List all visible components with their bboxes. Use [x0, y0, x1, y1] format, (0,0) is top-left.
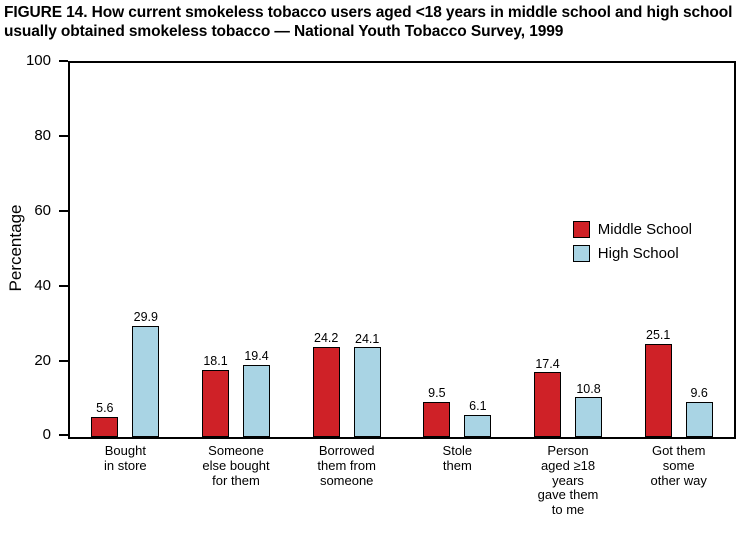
plot-wrap: 0 20 40 60 80 100 5.6 29.9 18.1 19.4 24.2 24.1 9.5 6…: [26, 52, 736, 517]
bar-high-school: [685, 401, 713, 438]
x-axis-labels: Bought in store Someone else bought for t…: [70, 444, 734, 517]
bar-value-label: 29.9: [133, 310, 158, 325]
bar-group: 5.6 29.9: [70, 63, 181, 438]
x-category-label-text: Got them some other way: [650, 443, 707, 488]
y-tick-mark: [59, 60, 68, 63]
bar-high-school: [353, 347, 381, 438]
bar-group: 17.4 10.8: [513, 63, 624, 438]
bar-column: 9.6: [685, 386, 713, 438]
bar-column: 24.2: [312, 331, 340, 438]
bar-high-school: [464, 414, 492, 438]
bar-high-school: [575, 397, 603, 438]
plot-area: 5.6 29.9 18.1 19.4 24.2 24.1 9.5 6.1 17.4 10.8 25.…: [68, 61, 736, 440]
x-category-label: Stole them: [402, 444, 513, 517]
x-category-label: Person aged ≥18 years gave them to me: [513, 444, 624, 517]
bar-value-label: 19.4: [244, 349, 269, 364]
y-axis-ticks: 0 20 40 60 80 100: [0, 52, 68, 443]
bar-middle-school: [202, 369, 229, 438]
y-tick-mark: [59, 359, 68, 362]
bar-column: 10.8: [575, 381, 603, 438]
x-category-label: Bought in store: [70, 444, 181, 517]
bar-group: 24.2 24.1: [291, 63, 402, 438]
bar-high-school: [132, 325, 160, 438]
bar-column: 17.4: [534, 356, 562, 438]
x-category-label-text: Stole them: [442, 443, 473, 473]
bar-value-label: 24.1: [355, 331, 380, 346]
y-tick-label: 100: [25, 52, 51, 70]
y-tick-mark: [59, 135, 68, 138]
bar-column: 6.1: [464, 399, 492, 438]
y-tick-label: 40: [34, 276, 51, 294]
x-category-label-text: Person aged ≥18 years gave them to me: [537, 443, 599, 517]
bar-groups: 5.6 29.9 18.1 19.4 24.2 24.1 9.5 6.1 17.4 10.8 25.…: [70, 63, 734, 438]
x-category-label: Got them some other way: [623, 444, 734, 517]
bar-value-label: 9.5: [428, 386, 446, 401]
bar-high-school: [243, 364, 270, 438]
bar-group: 18.1 19.4: [181, 63, 292, 438]
y-tick-label: 0: [42, 426, 51, 444]
legend-swatch-middle-school: [572, 221, 590, 239]
bar-column: 29.9: [132, 310, 160, 438]
legend-item: Middle School: [572, 221, 692, 239]
legend-label: Middle School: [597, 221, 692, 239]
bar-value-label: 10.8: [576, 381, 601, 396]
bar-value-label: 24.2: [314, 331, 339, 346]
y-tick-label: 20: [34, 351, 51, 369]
bar-column: 9.5: [423, 386, 451, 438]
x-category-label-text: Borrowed them from someone: [317, 443, 376, 488]
bar-column: 19.4: [243, 349, 270, 438]
bar-value-label: 17.4: [535, 356, 560, 371]
bar-value-label: 25.1: [646, 328, 671, 343]
bar-column: 25.1: [644, 328, 672, 438]
bar-group: 9.5 6.1: [402, 63, 513, 438]
bar-value-label: 5.6: [96, 401, 114, 415]
bar-middle-school: [644, 343, 672, 438]
y-tick-label: 80: [34, 127, 51, 145]
y-tick-mark: [59, 434, 68, 437]
x-category-label: Borrowed them from someone: [291, 444, 402, 517]
bar-value-label: 18.1: [203, 354, 228, 369]
bar-column: 5.6: [91, 401, 119, 438]
bar-group: 25.1 9.6: [623, 63, 734, 438]
bar-value-label: 9.6: [690, 386, 708, 401]
legend-swatch-high-school: [572, 245, 590, 263]
x-category-label: Someone else bought for them: [181, 444, 292, 517]
bar-middle-school: [312, 346, 340, 438]
legend: Middle School High School: [572, 221, 692, 263]
bar-middle-school: [534, 372, 562, 438]
bar-value-label: 6.1: [469, 399, 487, 414]
legend-item: High School: [572, 245, 692, 263]
bar-column: 24.1: [353, 331, 381, 438]
x-category-label-text: Bought in store: [104, 443, 147, 473]
legend-label: High School: [597, 245, 679, 263]
x-category-label-text: Someone else bought for them: [202, 443, 270, 488]
bar-column: 18.1: [202, 354, 229, 438]
bar-chart: Percentage 0 20 40 60 80 100 5.6 29.9 18.1 19.4 2…: [0, 52, 748, 517]
y-tick-label: 60: [34, 202, 51, 220]
bar-middle-school: [423, 401, 451, 438]
y-tick-mark: [59, 284, 68, 287]
bar-middle-school: [91, 416, 119, 438]
y-tick-mark: [59, 210, 68, 213]
figure-title: FIGURE 14. How current smokeless tobacco…: [4, 4, 733, 41]
